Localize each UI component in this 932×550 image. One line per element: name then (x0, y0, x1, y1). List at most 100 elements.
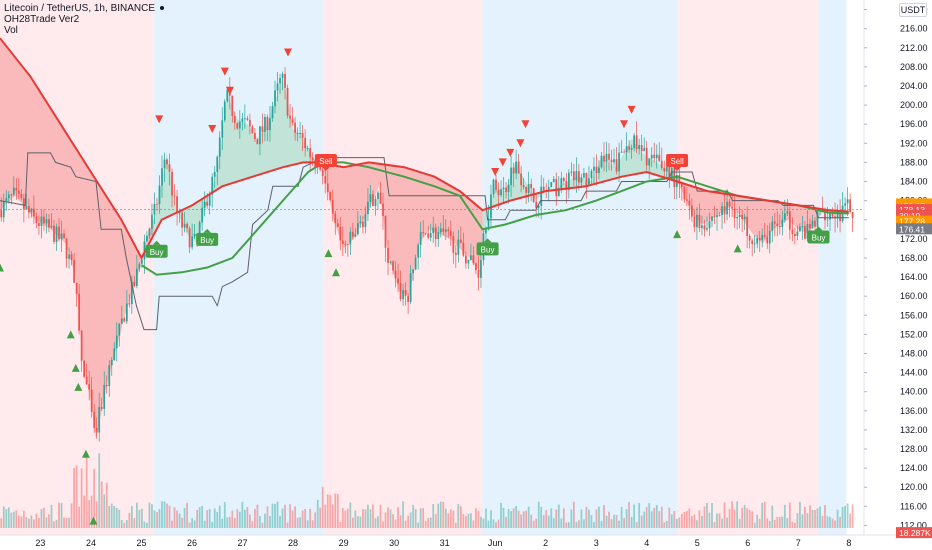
candle-body (449, 231, 452, 236)
candle-body (623, 151, 625, 153)
volume-bar (58, 502, 60, 528)
volume-bar (804, 506, 806, 528)
volume-bar (233, 518, 236, 528)
volume-bar (427, 518, 430, 528)
volume-bar (819, 506, 821, 528)
candle-body (88, 384, 91, 390)
down-arrow-icon (225, 86, 234, 95)
down-arrow-icon (506, 148, 515, 157)
volume-bar (540, 506, 543, 528)
candle-body (517, 161, 520, 174)
volume-bar (520, 514, 523, 528)
volume-bar (490, 510, 492, 528)
ma-fill-bear (0, 38, 155, 440)
candle-body (377, 192, 379, 199)
volume-bar (146, 522, 148, 528)
candle-body (799, 226, 801, 232)
candle-body (181, 212, 183, 228)
price-tick-label: 148.00 (900, 348, 928, 358)
candle-body (5, 198, 8, 202)
candle-body (379, 192, 382, 204)
candle-body (422, 232, 425, 233)
volume-bar (497, 519, 500, 528)
candle-body (135, 268, 138, 287)
candle-body (158, 185, 161, 205)
candle-body (630, 148, 633, 150)
candle-body (349, 231, 352, 245)
volume-bar (628, 501, 630, 528)
volume-bar (125, 520, 128, 528)
sell-signal-label[interactable]: Sell (666, 154, 689, 172)
sell-label-pointer (673, 167, 682, 172)
candle-body (367, 201, 369, 215)
symbol-line[interactable]: Litecoin / TetherUS, 1h, BINANCE (4, 3, 166, 14)
volume-bar (163, 501, 166, 528)
volume-bar (708, 512, 711, 528)
volume-bar (449, 509, 452, 528)
volume-bar (20, 516, 23, 528)
time-tick-label: 26 (187, 538, 197, 548)
candle-body (497, 189, 500, 196)
volume-bar (168, 505, 171, 528)
volume-bar (512, 508, 515, 528)
candle-body (374, 198, 377, 207)
buy-signal-label[interactable]: Buy (476, 238, 499, 256)
price-badge[interactable]: 176.41 (896, 223, 932, 235)
price-badges: 179.31178.87178.1330:19177.28176.4118.28… (896, 198, 932, 539)
candle-body (751, 240, 754, 244)
volume-bar (414, 509, 417, 528)
buy-signal-label[interactable]: Buy (196, 228, 219, 246)
candle-body (643, 147, 646, 152)
volume-bar (444, 508, 447, 528)
symbol-name[interactable]: Litecoin / TetherUS (4, 3, 89, 14)
candle-body (120, 318, 123, 324)
price-badge[interactable]: 18.287K (896, 527, 932, 539)
volume-bar (63, 517, 65, 528)
candle-body (243, 118, 246, 120)
buy-label-box (196, 232, 219, 246)
volume-label[interactable]: Vol (4, 25, 18, 36)
candle-body (216, 156, 219, 172)
ma-lines (0, 37, 849, 331)
volume-bar (326, 494, 329, 528)
candle-body (264, 117, 266, 132)
volume-bar (706, 503, 708, 528)
volume-bar (517, 510, 520, 528)
volume-bar (615, 515, 618, 528)
buy-signal-label[interactable]: Buy (807, 226, 830, 244)
candle-body (595, 166, 598, 174)
volume-bar (525, 510, 528, 528)
indicator-name[interactable]: OH28Trade Ver2 (4, 14, 80, 25)
volume-bar (422, 508, 425, 528)
candle-body (806, 224, 809, 239)
candle-body (635, 135, 638, 150)
candle-body (758, 238, 761, 241)
volume-bar (570, 509, 573, 528)
candle-body (522, 185, 525, 188)
volume-bar (392, 514, 394, 528)
currency-label[interactable]: USDT (899, 3, 927, 17)
volume-bar (505, 516, 507, 528)
price-tick-label: 120.00 (900, 482, 928, 492)
candle-body (470, 255, 472, 260)
volume-bar (171, 520, 173, 528)
candle-body (427, 233, 430, 238)
volume-bar (713, 521, 716, 528)
candle-body (65, 238, 68, 259)
sell-signal-label[interactable]: Sell (314, 154, 337, 172)
candle-body (583, 173, 585, 178)
volume-bar (555, 509, 558, 528)
price-badge-text: 18.287K (899, 528, 931, 538)
candle-body (55, 226, 58, 242)
price-badge[interactable]: 177.28 (896, 215, 932, 227)
timeframe[interactable]: 1h (93, 3, 105, 14)
candle-body (0, 210, 3, 218)
buy-signal-label[interactable]: Buy (145, 240, 168, 258)
candle-body (467, 259, 470, 264)
candle-body (153, 203, 156, 215)
volume-bar (349, 502, 352, 528)
candle-body (161, 168, 163, 186)
candle-body (849, 199, 852, 213)
candle-body (653, 154, 656, 159)
